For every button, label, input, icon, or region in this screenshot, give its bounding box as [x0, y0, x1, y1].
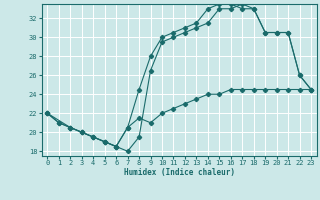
X-axis label: Humidex (Indice chaleur): Humidex (Indice chaleur) — [124, 168, 235, 177]
